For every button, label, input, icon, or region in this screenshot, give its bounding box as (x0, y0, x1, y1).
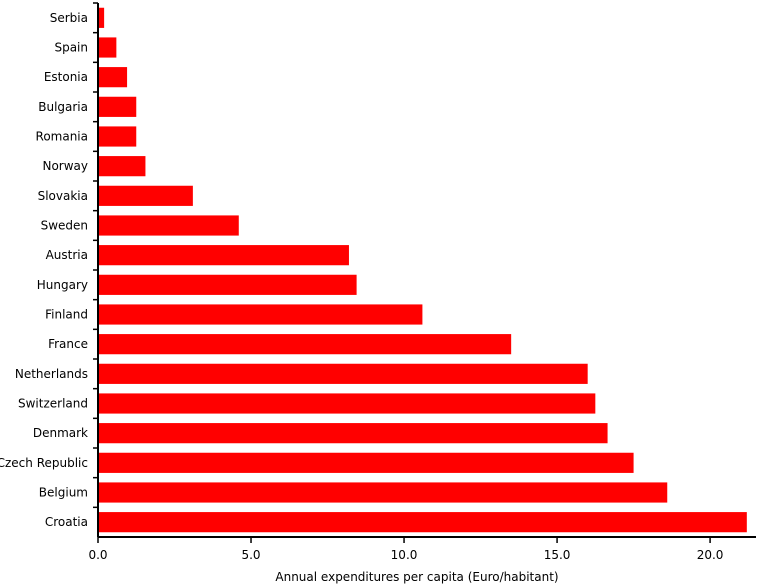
category-label: Denmark (33, 426, 88, 440)
bar-romania (99, 126, 137, 147)
x-axis-title: Annual expenditures per capita (Euro/hab… (275, 570, 558, 584)
category-label: Spain (54, 41, 88, 55)
x-tick-label: 10.0 (391, 548, 418, 562)
bar-norway (99, 156, 146, 177)
bar-bulgaria (99, 96, 137, 117)
category-label: Romania (36, 130, 88, 144)
bar-serbia (99, 7, 105, 28)
category-label: Finland (45, 308, 88, 322)
bar-estonia (99, 67, 128, 88)
bar-hungary (99, 274, 357, 295)
category-label: Netherlands (15, 367, 88, 381)
bar-finland (99, 304, 423, 325)
bar-netherlands (99, 363, 588, 384)
bar-denmark (99, 423, 608, 444)
category-label: France (48, 337, 88, 351)
category-label: Switzerland (18, 397, 88, 411)
bar-slovakia (99, 185, 193, 206)
bar-austria (99, 245, 349, 266)
bar-belgium (99, 482, 668, 503)
category-label: Slovakia (38, 189, 88, 203)
bar-france (99, 334, 512, 355)
category-label: Czech Republic (0, 456, 88, 470)
x-tick-label: 15.0 (544, 548, 571, 562)
y-ticks-group (93, 2, 98, 509)
category-label: Estonia (44, 70, 88, 84)
x-ticks-group: 0.0 5.0 10.0 15.0 20.0 (88, 537, 723, 562)
bar-spain (99, 37, 117, 58)
category-label: Austria (46, 248, 88, 262)
category-label: Hungary (37, 278, 88, 292)
category-label: Bulgaria (38, 100, 88, 114)
category-label: Norway (42, 159, 88, 173)
x-tick-label: 5.0 (241, 548, 260, 562)
bar-sweden (99, 215, 239, 236)
category-labels-group: Serbia Spain Estonia Bulgaria Romania Norway S… (0, 11, 88, 529)
bar-czech-republic (99, 452, 634, 473)
category-label: Sweden (41, 219, 88, 233)
x-tick-label: 20.0 (697, 548, 724, 562)
category-label: Serbia (50, 11, 88, 25)
bar-switzerland (99, 393, 596, 414)
bars-group (99, 7, 747, 533)
category-label: Belgium (39, 486, 88, 500)
x-tick-label: 0.0 (88, 548, 107, 562)
category-label: Croatia (45, 515, 88, 529)
bar-croatia (99, 512, 747, 533)
